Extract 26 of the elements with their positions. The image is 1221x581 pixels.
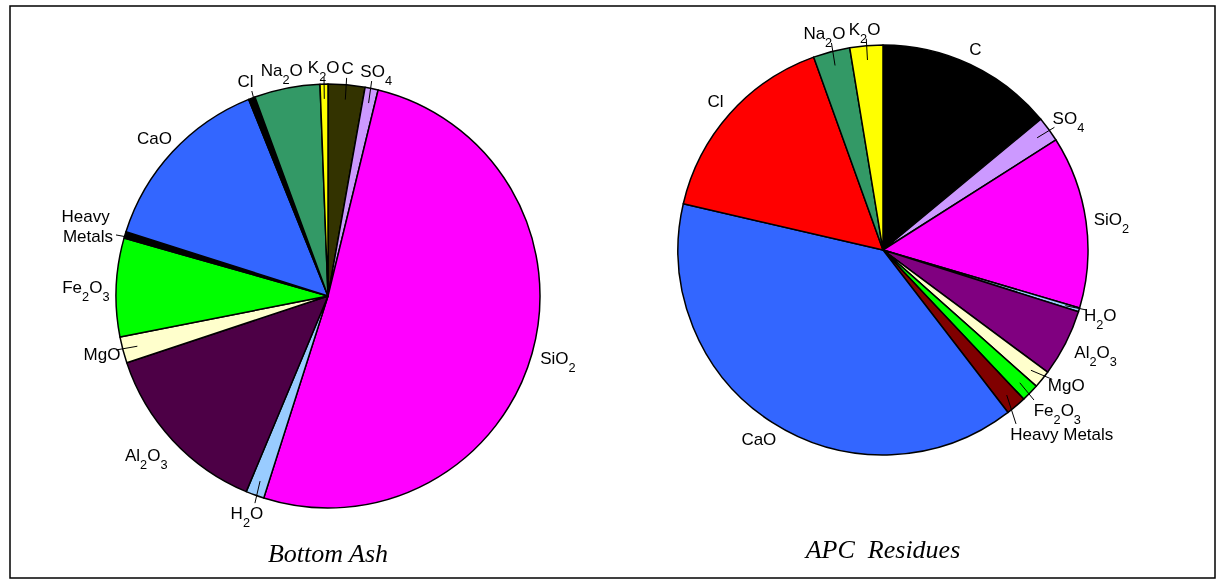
slice-label: CaO <box>136 128 172 148</box>
slice-label: K$_{2}$O <box>848 19 881 46</box>
slice-label: Fe$_{2}$O$_{3}$ <box>1033 400 1081 427</box>
slice-label: H$_{2}$O <box>230 503 264 530</box>
slice-label: MgO <box>1047 376 1085 396</box>
slice-label: SiO$_{2}$ <box>540 348 576 375</box>
slice-label: K$_{2}$O <box>307 58 340 84</box>
slice-label: Cl <box>237 72 254 92</box>
slice-label: Heavy Metals <box>1010 424 1114 444</box>
slice-label: MgO <box>83 345 121 365</box>
slice-label: Al$_{2}$O$_{3}$ <box>124 446 168 472</box>
text: APC Residues <box>803 535 961 564</box>
slice-label: SO$_{4}$ <box>1052 108 1085 134</box>
slice-label: SO$_{4}$ <box>360 62 392 88</box>
slice-label: Na$_{2}$O <box>260 61 303 87</box>
slice-label: SiO$_{2}$ <box>1093 210 1130 236</box>
slice-label: Al$_{2}$O$_{3}$ <box>1074 343 1117 369</box>
slice-label: Fe$_{2}$O$_{3}$ <box>62 277 110 304</box>
slice-label: Na$_{2}$O <box>803 24 846 50</box>
slice-label: Cl <box>707 91 724 111</box>
text: Bottom Ash <box>267 539 389 568</box>
slice-label: Heavy Metals <box>61 207 115 246</box>
slice-label: C <box>341 59 354 79</box>
slice-label: CaO <box>741 430 777 450</box>
slice-label: C <box>969 39 982 59</box>
slice-label: H$_{2}$O <box>1083 306 1117 332</box>
